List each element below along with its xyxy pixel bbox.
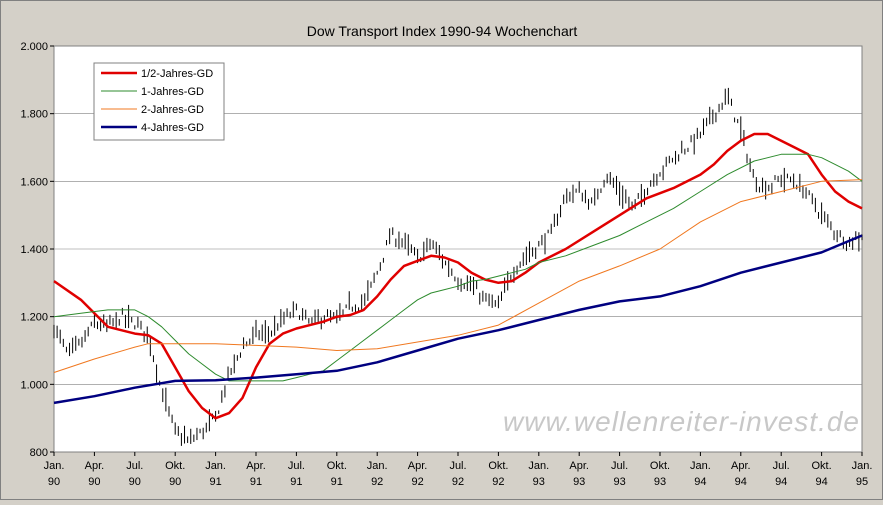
series-line-1 — [53, 132, 863, 420]
y-tick-label: 800 — [30, 447, 48, 459]
x-tick-label-month: Jan. — [44, 460, 65, 472]
x-tick-label-year: 93 — [573, 476, 585, 488]
x-tick-label-month: Jan. — [367, 460, 388, 472]
y-tick-label: 1.600 — [20, 176, 48, 188]
legend-label: 2-Jahres-GD — [141, 104, 204, 116]
x-tick-label-year: 95 — [856, 476, 868, 488]
x-tick-label-year: 92 — [492, 476, 504, 488]
y-tick-label: 1.000 — [20, 379, 48, 391]
x-tick-label-year: 90 — [48, 476, 60, 488]
y-tick-label: 2.000 — [20, 41, 48, 53]
y-axis: 800 1.000 1.200 1.400 1.600 1.800 2.000 — [20, 41, 54, 459]
moving-average-lines — [53, 132, 863, 420]
x-tick-label-year: 94 — [815, 476, 827, 488]
x-tick-label-month: Apr. — [731, 460, 751, 472]
x-tick-label-month: Apr. — [408, 460, 428, 472]
x-tick-label-month: Jul. — [288, 460, 305, 472]
y-tick-label: 1.800 — [20, 109, 48, 121]
x-tick-label-month: Jul. — [611, 460, 628, 472]
x-tick-label-year: 93 — [613, 476, 625, 488]
x-tick-label-year: 93 — [533, 476, 545, 488]
x-tick-label-month: Apr. — [85, 460, 105, 472]
x-tick-label-year: 93 — [654, 476, 666, 488]
x-tick-label-year: 90 — [169, 476, 181, 488]
price-bars — [53, 87, 863, 446]
x-tick-label-year: 94 — [735, 476, 747, 488]
x-tick-label-year: 92 — [371, 476, 383, 488]
series-line-2 — [53, 153, 863, 382]
chart-title: Dow Transport Index 1990-94 Wochenchart — [307, 23, 578, 39]
legend-label: 4-Jahres-GD — [141, 122, 204, 134]
series-line-3 — [53, 179, 863, 373]
x-tick-label-year: 91 — [250, 476, 262, 488]
x-tick-label-year: 90 — [129, 476, 141, 488]
x-tick-label-month: Jul. — [126, 460, 143, 472]
x-tick-label-year: 90 — [88, 476, 100, 488]
x-tick-label-month: Jul. — [773, 460, 790, 472]
x-tick-label-month: Okt. — [488, 460, 508, 472]
x-tick-label-month: Apr. — [246, 460, 266, 472]
x-tick-label-month: Jan. — [528, 460, 549, 472]
x-tick-label-year: 94 — [694, 476, 706, 488]
x-tick-label-month: Okt. — [650, 460, 670, 472]
legend: 1/2-Jahres-GD 1-Jahres-GD 2-Jahres-GD 4-Jah… — [93, 62, 225, 141]
legend-label: 1-Jahres-GD — [141, 86, 204, 98]
x-tick-label-month: Jan. — [690, 460, 711, 472]
x-tick-label-month: Okt. — [165, 460, 185, 472]
y-tick-label: 1.400 — [20, 244, 48, 256]
x-tick-label-month: Okt. — [812, 460, 832, 472]
x-tick-label-month: Jul. — [449, 460, 466, 472]
x-tick-label-year: 91 — [209, 476, 221, 488]
x-tick-label-month: Apr. — [569, 460, 589, 472]
x-axis: Jan. 90 Apr. 90 Jul. 90 Okt. 90 Jan. 91 Apr. 91 Jul.… — [44, 452, 873, 488]
x-tick-label-month: Okt. — [327, 460, 347, 472]
x-tick-label-month: Jan. — [852, 460, 873, 472]
legend-label: 1/2-Jahres-GD — [141, 68, 213, 80]
x-tick-label-year: 91 — [331, 476, 343, 488]
x-tick-label-year: 92 — [452, 476, 464, 488]
x-tick-label-month: Jan. — [205, 460, 226, 472]
series-line-4 — [53, 234, 863, 405]
watermark: www.wellenreiter-invest.de — [503, 406, 860, 437]
x-tick-label-year: 91 — [290, 476, 302, 488]
y-tick-label: 1.200 — [20, 312, 48, 324]
x-tick-label-year: 92 — [411, 476, 423, 488]
x-tick-label-year: 94 — [775, 476, 787, 488]
